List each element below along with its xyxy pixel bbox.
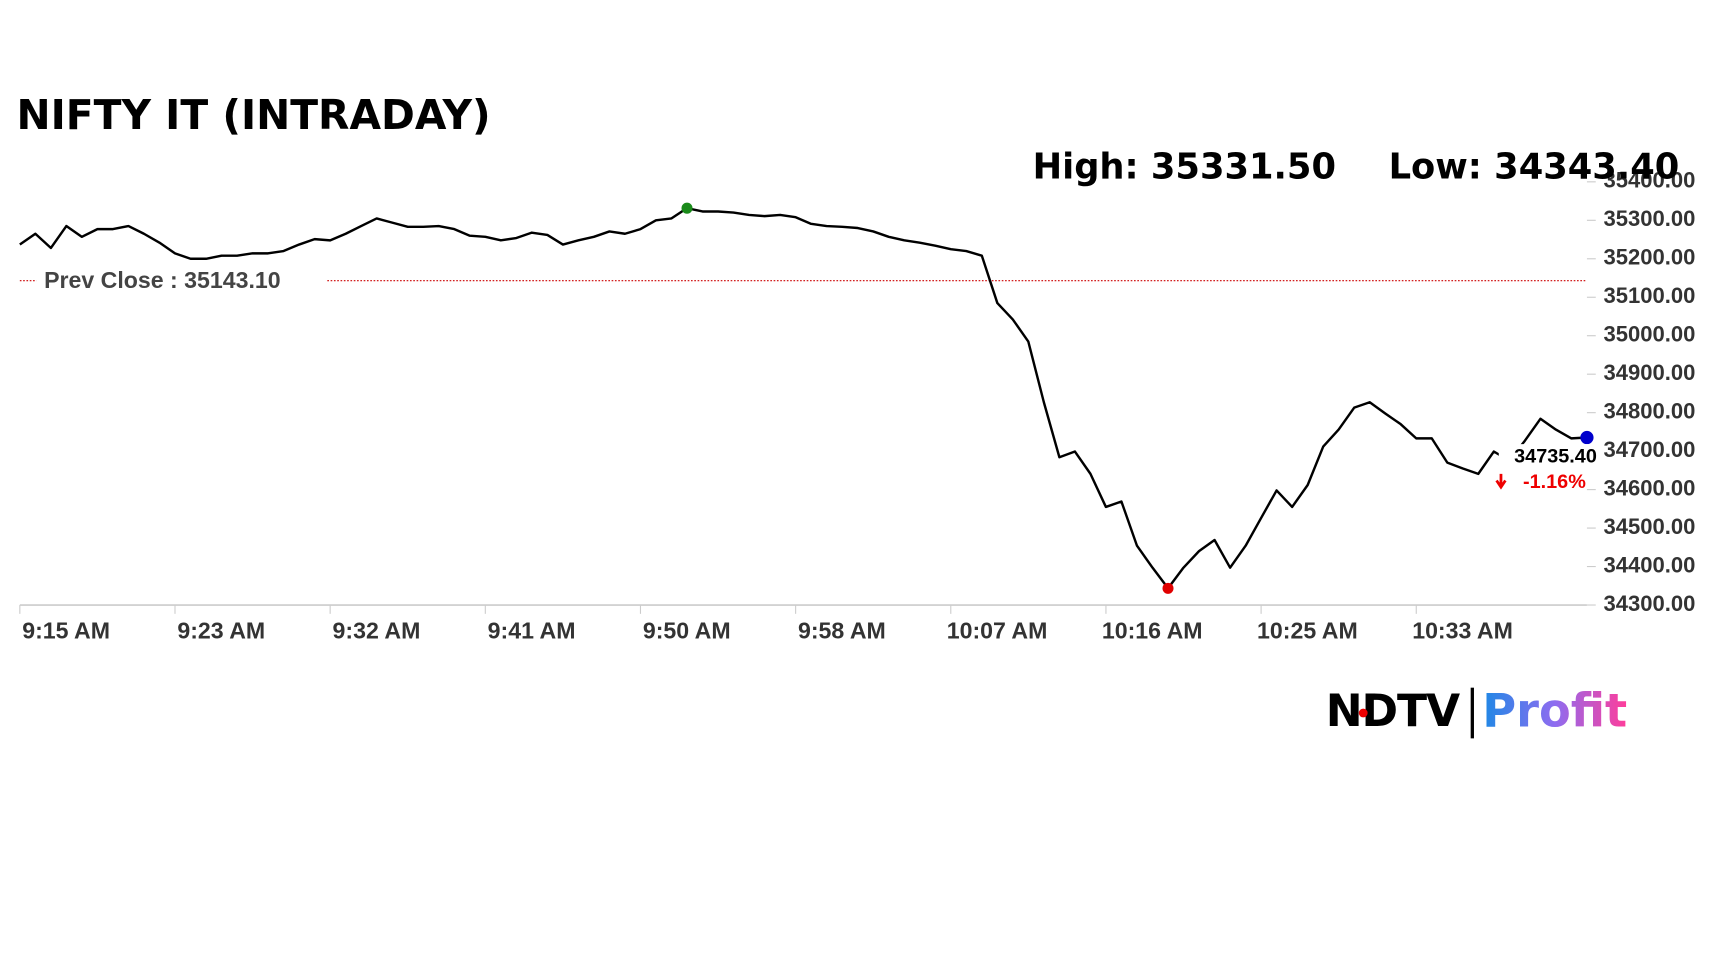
chart-title: NIFTY IT (INTRADAY) xyxy=(17,91,491,139)
y-tick-label: 34800.00 xyxy=(1603,398,1695,423)
y-tick-label: 34400.00 xyxy=(1603,552,1695,577)
y-tick-label: 35300.00 xyxy=(1603,206,1695,231)
x-tick-label: 10:25 AM xyxy=(1257,618,1358,644)
logo-dot xyxy=(1358,708,1368,718)
last-label-bg xyxy=(1498,444,1598,469)
y-tick-label: 35100.00 xyxy=(1603,283,1695,308)
x-tick-label: 10:07 AM xyxy=(947,618,1048,644)
y-tick-label: 35200.00 xyxy=(1603,245,1695,270)
y-tick-label: 35000.00 xyxy=(1603,322,1695,347)
high-marker xyxy=(681,202,693,214)
y-tick-label: 34700.00 xyxy=(1603,437,1695,462)
y-tick-label: 35400.00 xyxy=(1603,168,1695,193)
down-arrow xyxy=(1495,473,1507,490)
prev-close-bg xyxy=(36,266,327,295)
x-tick-label: 9:23 AM xyxy=(177,618,265,644)
price-line xyxy=(19,206,1588,590)
x-tick-label: 10:33 AM xyxy=(1412,618,1513,644)
y-tick-label: 34500.00 xyxy=(1603,514,1695,539)
x-tick-label: 9:41 AM xyxy=(488,618,576,644)
low-marker xyxy=(1162,582,1174,594)
logo-profit: Profit xyxy=(1482,684,1627,738)
y-tick-label: 34600.00 xyxy=(1603,475,1695,500)
prev-close-label: Prev Close : 35143.10 xyxy=(44,267,281,293)
x-tick-label: 9:32 AM xyxy=(333,618,421,644)
x-tick-label: 9:15 AM xyxy=(22,618,110,644)
last-label: 34735.40 xyxy=(1514,446,1597,468)
logo-ndtv: NDTV xyxy=(1326,686,1460,737)
y-tick-label: 34300.00 xyxy=(1603,591,1695,616)
change-label: -1.16% xyxy=(1523,471,1586,493)
x-tick-label: 10:16 AM xyxy=(1102,618,1203,644)
x-tick-label: 9:50 AM xyxy=(643,618,731,644)
y-tick-label: 34900.00 xyxy=(1603,360,1695,385)
high-label: High: 35331.50 xyxy=(1033,147,1336,188)
x-tick-label: 9:58 AM xyxy=(798,618,886,644)
last-marker xyxy=(1580,430,1594,445)
low-label: Low: 34343.40 xyxy=(1389,147,1680,188)
